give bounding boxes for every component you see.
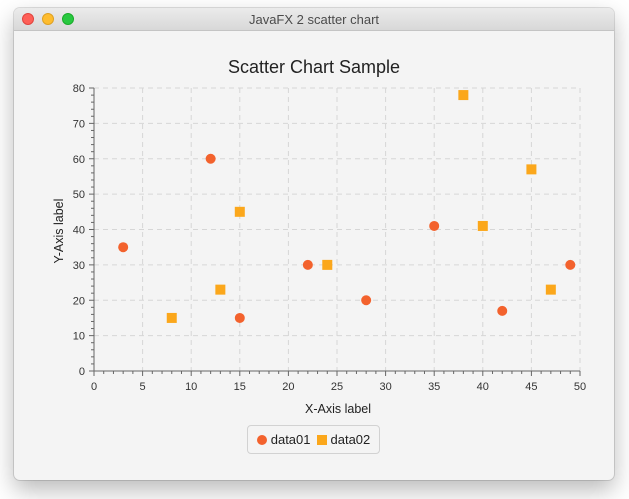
data-point-data01 <box>497 305 508 316</box>
zoom-window-button[interactable] <box>62 13 74 25</box>
data-point-data01 <box>302 259 313 270</box>
y-tick-label: 50 <box>73 189 85 201</box>
data-point-data01 <box>205 153 216 164</box>
y-tick-label: 0 <box>79 366 85 378</box>
legend-item-data01: data01 <box>256 432 311 447</box>
x-tick-label: 40 <box>477 381 489 393</box>
y-tick-label: 10 <box>73 331 85 343</box>
data-points <box>118 90 576 323</box>
tick-labels: 0 5 10 15 20 25 30 35 40 45 50 0 10 20 30 40 50 60 70 80 <box>73 83 586 393</box>
data-point-data02 <box>234 206 245 217</box>
x-tick-label: 15 <box>234 381 246 393</box>
x-tick-label: 20 <box>282 381 294 393</box>
square-marker-icon <box>316 434 327 445</box>
legend-label: data02 <box>330 432 371 447</box>
minimize-window-button[interactable] <box>42 13 54 25</box>
x-axis-label: X-Axis label <box>305 402 371 416</box>
chart-title: Scatter Chart Sample <box>228 57 400 77</box>
legend-label: data01 <box>270 432 311 447</box>
y-axis-label: Y-Axis label <box>52 199 66 264</box>
x-tick-label: 0 <box>91 381 97 393</box>
legend-item-data02: data02 <box>316 432 371 447</box>
data-point-data01 <box>234 312 245 323</box>
x-tick-label: 45 <box>525 381 537 393</box>
x-tick-label: 10 <box>185 381 197 393</box>
grid-lines <box>94 87 581 371</box>
x-tick-label: 30 <box>379 381 391 393</box>
data-point-data01 <box>429 220 440 231</box>
circle-marker-icon <box>256 434 267 445</box>
data-point-data02 <box>526 164 537 175</box>
data-point-data02 <box>545 284 556 295</box>
close-window-button[interactable] <box>22 13 34 25</box>
y-tick-label: 70 <box>73 118 85 130</box>
x-tick-label: 5 <box>140 381 146 393</box>
scatter-chart: Scatter Chart Sample 0 5 10 15 20 25 30 35 40 45 5… <box>52 57 586 416</box>
data-point-data01 <box>565 259 576 270</box>
data-point-data02 <box>215 284 226 295</box>
x-tick-label: 25 <box>331 381 343 393</box>
y-tick-label: 20 <box>73 295 85 307</box>
data-point-data01 <box>361 295 372 306</box>
y-tick-label: 40 <box>73 225 85 237</box>
y-tick-label: 80 <box>73 83 85 95</box>
data-point-data02 <box>477 220 488 231</box>
chart-legend: data01 data02 <box>247 425 380 454</box>
title-bar: JavaFX 2 scatter chart <box>14 8 614 31</box>
y-tick-label: 30 <box>73 260 85 272</box>
data-point-data02 <box>458 90 469 101</box>
data-point-data02 <box>322 259 333 270</box>
app-window: JavaFX 2 scatter chart Scatter Chart Sam… <box>14 8 614 480</box>
axes <box>89 87 581 376</box>
x-tick-label: 50 <box>574 381 586 393</box>
window-title: JavaFX 2 scatter chart <box>248 12 380 27</box>
data-point-data02 <box>166 312 177 323</box>
y-tick-label: 60 <box>73 154 85 166</box>
data-point-data01 <box>118 242 129 253</box>
x-tick-label: 35 <box>428 381 440 393</box>
